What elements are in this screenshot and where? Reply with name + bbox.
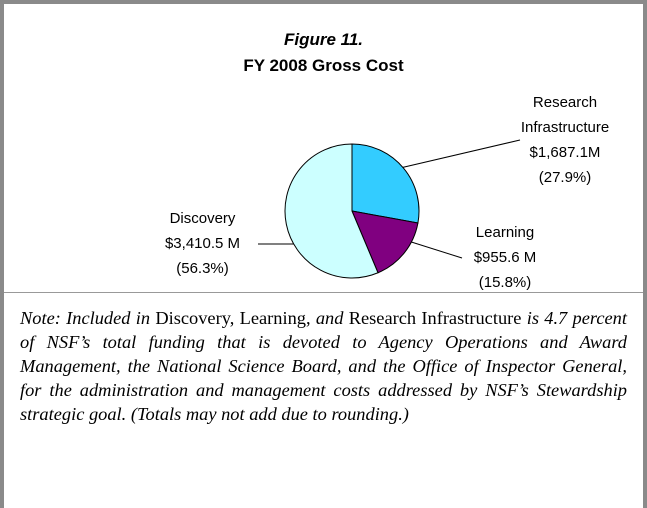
- note-text: Research Infrastructure: [348, 308, 527, 328]
- separator: [4, 292, 643, 293]
- note-text: and: [315, 308, 349, 328]
- chart-subtitle: FY 2008 Gross Cost: [243, 56, 404, 75]
- slice-label: Learning $955.6 M (15.8%): [445, 220, 565, 295]
- leader-line: [404, 239, 463, 259]
- slice-label: Research Infrastructure $1,687.1M (27.9%): [500, 90, 630, 190]
- note-text: Discovery, Learning,: [155, 308, 316, 328]
- chart: [258, 139, 521, 279]
- percent-label: (27.9%): [538, 169, 592, 186]
- note: Note: Included in Discovery, Learning, a…: [20, 306, 627, 426]
- percent-label: (15.8%): [478, 274, 532, 291]
- pie-slice: [351, 143, 420, 224]
- category-label: Learning: [475, 224, 535, 241]
- note-text: Note: Included in: [20, 308, 156, 328]
- note-text: is 4.7 percent of NSF’s total funding th…: [20, 308, 627, 424]
- value-label: $955.6 M: [473, 249, 537, 266]
- chart-title: Figure 11.: [283, 30, 364, 49]
- value-label: $3,410.5 M: [164, 235, 241, 252]
- category-label: Discovery: [169, 210, 236, 227]
- pie-slice: [284, 143, 379, 279]
- value-label: $1,687.1M: [529, 144, 601, 161]
- category-label: Research Infrastructure: [520, 94, 610, 136]
- leader-line: [382, 139, 521, 173]
- slice-label: Discovery $3,410.5 M (56.3%): [140, 206, 265, 281]
- percent-label: (56.3%): [176, 260, 229, 277]
- pie-slice: [351, 210, 419, 274]
